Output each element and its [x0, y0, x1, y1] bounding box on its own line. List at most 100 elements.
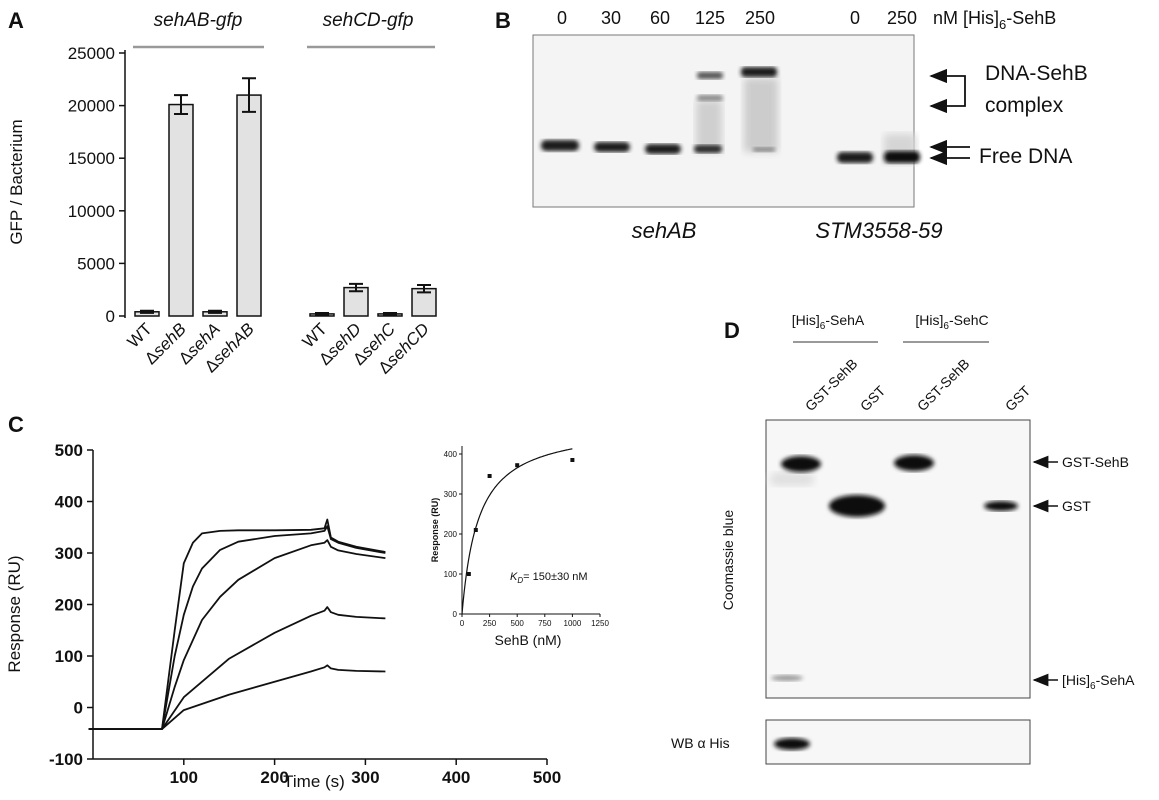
panel-c-ytick-label: 400 [55, 493, 83, 512]
panel-a-yticks: 0 5000 10000 15000 20000 25000 [68, 44, 125, 326]
panel-c-xtick-label: 400 [442, 768, 470, 787]
substrate-label-stm: STM3558-59 [815, 218, 942, 243]
panel-a-ytick-label: 10000 [68, 202, 115, 221]
complex-label-line2: complex [985, 94, 1064, 117]
concentration-label: 60 [650, 8, 670, 28]
inset-ytick-label: 100 [444, 570, 458, 579]
complex-bracket [953, 75, 966, 107]
pulldown-group-seha: [His]6-SehA [792, 312, 865, 332]
inset-fit-curve [461, 448, 573, 615]
panel-a-error-bar [315, 312, 329, 316]
band-label-gst: GST [1062, 498, 1091, 514]
panel-c-series [88, 518, 386, 730]
coomassie-label: Coomassie blue [720, 510, 736, 611]
concentration-label: 250 [887, 8, 917, 28]
inset-point [515, 463, 520, 468]
sensorgram-curve [88, 539, 386, 730]
concentration-label: 30 [601, 8, 621, 28]
inset-kd-annotation: KD= 150±30 nM [510, 571, 588, 585]
panel-c-label: C [8, 412, 24, 437]
emsa-gel-image [532, 34, 920, 208]
sensorgram-curve [88, 664, 386, 730]
protein-unit-label: nM [His]6-SehB [933, 8, 1056, 32]
inset-point [473, 528, 478, 532]
lane-label: GST-SehB [914, 355, 973, 414]
group-label-sehcd-gfp: sehCD-gfp [323, 10, 414, 31]
concentration-label: 0 [850, 8, 860, 28]
panel-c-ytick-label: -100 [49, 750, 83, 769]
panel-a-ylabel: GFP / Bacterium [7, 119, 26, 244]
inset-point [487, 474, 492, 478]
inset-xtick-label: 0 [460, 619, 465, 628]
inset-ylabel: Response (RU) [430, 498, 440, 563]
panel-a-error-bar [242, 77, 256, 113]
inset-ytick-label: 200 [444, 530, 458, 539]
panel-c-ytick-label: 200 [55, 596, 83, 615]
panel-a-error-bar [208, 309, 222, 314]
concentration-labels: 0 30 60 125 250 0 250 [557, 8, 917, 28]
band-label-his-seha: [His]6-SehA [1062, 672, 1135, 692]
panel-a-label: A [8, 8, 24, 33]
panel-a-ytick-label: 15000 [68, 149, 115, 168]
inset-ytick-label: 0 [453, 610, 458, 619]
panel-d-label: D [724, 318, 740, 343]
inset-xtick-label: 500 [511, 619, 525, 628]
panel-a-ytick-label: 25000 [68, 44, 115, 63]
inset-xtick-label: 250 [483, 619, 497, 628]
panel-b: B 0 30 60 125 250 0 250 nM [His]6-SehB [495, 8, 1088, 243]
panel-a-error-bar [417, 283, 431, 294]
lane-label: GST [1002, 382, 1034, 414]
panel-a-error-bar [349, 282, 363, 293]
panel-c-xtick-label: 100 [170, 768, 198, 787]
coomassie-gel-image [765, 419, 1031, 699]
panel-c-xtick-label: 500 [533, 768, 561, 787]
panel-b-label: B [495, 8, 511, 33]
panel-c-ytick-label: 100 [55, 647, 83, 666]
sensorgram-curve [88, 525, 386, 730]
panel-a-ytick-label: 20000 [68, 97, 115, 116]
panel-a-ytick-label: 0 [106, 307, 115, 326]
sensorgram-curve [88, 606, 386, 730]
western-blot-image [765, 719, 1031, 765]
group-label-sehab-gfp: sehAB-gfp [154, 10, 243, 31]
panel-a: A sehAB-gfp sehCD-gfp GFP / Bacterium 0 5… [7, 8, 437, 378]
inset-ticks: 0 100 200 300 400 0 250 500 750 1000 1250 [444, 450, 610, 628]
western-blot-label: WB α His [671, 735, 730, 751]
panel-c-ytick-label: 0 [74, 699, 83, 718]
panel-c: C Response (RU) Time (s) -100 0 100 200 300 4… [5, 412, 609, 791]
panel-a-bar [168, 103, 194, 317]
concentration-label: 0 [557, 8, 567, 28]
pulldown-group-sehc: [His]6-SehC [915, 312, 988, 332]
concentration-label: 250 [745, 8, 775, 28]
sensorgram-curve [88, 518, 386, 730]
complex-label-line1: DNA-SehB [985, 62, 1088, 85]
free-dna-label: Free DNA [979, 145, 1072, 168]
inset-points [466, 458, 575, 576]
panel-a-bar [236, 94, 262, 317]
panel-c-ylabel: Response (RU) [5, 555, 24, 672]
inset-xlabel: SehB (nM) [495, 632, 562, 648]
panel-a-bars [134, 77, 437, 317]
panel-c-ytick-label: 300 [55, 544, 83, 563]
band-label-gst-sehb: GST-SehB [1062, 454, 1129, 470]
inset-ytick-label: 400 [444, 450, 458, 459]
panel-a-ytick-label: 5000 [77, 254, 115, 273]
inset-xtick-label: 1250 [591, 619, 609, 628]
lane-label: GST [857, 382, 889, 414]
lane-label: GST-SehB [802, 355, 861, 414]
panel-c-xlabel: Time (s) [283, 772, 345, 791]
concentration-label: 125 [695, 8, 725, 28]
inset-ytick-label: 300 [444, 490, 458, 499]
panel-c-inset: Response (RU) SehB (nM) 0 100 200 300 400 0 25… [430, 446, 609, 648]
panel-c-xtick-label: 200 [260, 768, 288, 787]
substrate-label-sehab: sehAB [632, 218, 697, 243]
panel-a-bar [343, 286, 369, 317]
panel-a-error-bar [140, 309, 154, 314]
panel-a-error-bar [383, 312, 397, 316]
panel-c-ticks: -100 0 100 200 300 400 500 100 200 300 400 500 [49, 441, 561, 787]
panel-a-error-bar [174, 94, 188, 116]
